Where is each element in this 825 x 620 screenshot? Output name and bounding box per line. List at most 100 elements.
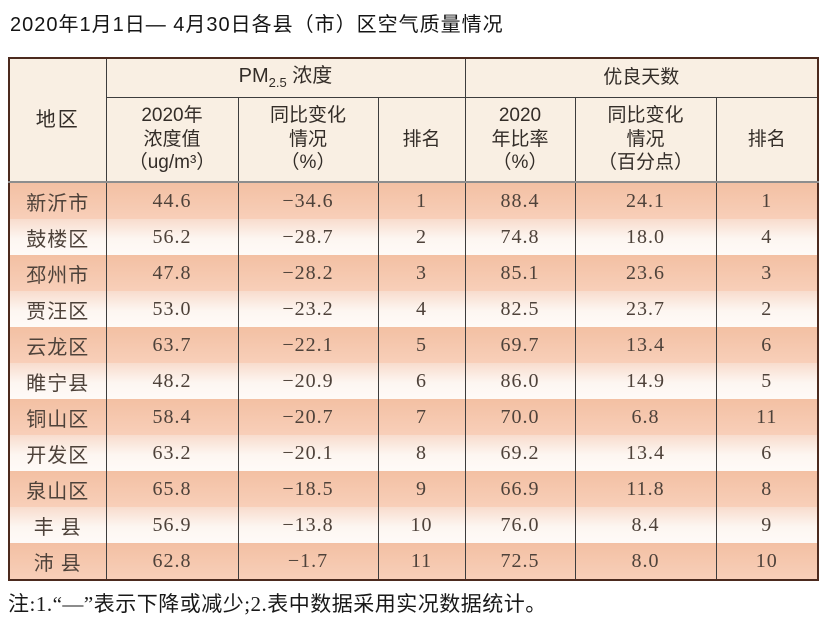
table-row: 新沂市 44.6 −34.6 1 88.4 24.1 1 <box>9 182 818 219</box>
cell-good-days-change: 23.7 <box>574 291 716 327</box>
table-row: 邳州市 47.8 −28.2 3 85.1 23.6 3 <box>9 255 818 291</box>
footnote: 注:1.“—”表示下降或减少;2.表中数据采用实况数据统计。 <box>8 592 547 616</box>
cell-good-days-rank: 6 <box>715 327 818 363</box>
cell-good-days-change: 13.4 <box>574 435 716 471</box>
table-body: 新沂市 44.6 −34.6 1 88.4 24.1 1 鼓楼区 56.2 −2… <box>9 182 818 580</box>
cell-pm25-change: −20.7 <box>237 399 378 435</box>
header-pm25-value: 2020年 浓度值 （ug/m³） <box>105 97 238 183</box>
cell-good-days-change: 14.9 <box>574 363 716 399</box>
cell-pm25-change: −34.6 <box>237 182 378 219</box>
cell-pm25-change: −20.1 <box>237 435 378 471</box>
cell-good-days-rank: 3 <box>715 255 818 291</box>
header-good-days-change: 同比变化 情况 （百分点） <box>574 97 716 183</box>
cell-pm25-change: −23.2 <box>237 291 378 327</box>
cell-good-days-ratio: 72.5 <box>464 543 575 580</box>
table-row: 鼓楼区 56.2 −28.7 2 74.8 18.0 4 <box>9 219 818 255</box>
cell-good-days-rank: 4 <box>715 219 818 255</box>
cell-region: 邳州市 <box>9 255 106 291</box>
cell-pm25-rank: 3 <box>377 255 465 291</box>
cell-pm25-change: −20.9 <box>237 363 378 399</box>
cell-good-days-rank: 5 <box>715 363 818 399</box>
cell-pm25-rank: 9 <box>377 471 465 507</box>
cell-region: 贾汪区 <box>9 291 106 327</box>
cell-pm25-value: 63.7 <box>105 327 238 363</box>
cell-pm25-rank: 6 <box>377 363 465 399</box>
cell-good-days-rank: 11 <box>715 399 818 435</box>
table-row: 云龙区 63.7 −22.1 5 69.7 13.4 6 <box>9 327 818 363</box>
cell-pm25-change: −28.2 <box>237 255 378 291</box>
cell-region: 睢宁县 <box>9 363 106 399</box>
header-group-good-days: 优良天数 <box>464 58 818 98</box>
cell-good-days-ratio: 74.8 <box>464 219 575 255</box>
cell-region: 新沂市 <box>9 182 106 219</box>
cell-good-days-ratio: 86.0 <box>464 363 575 399</box>
table-row: 睢宁县 48.2 −20.9 6 86.0 14.9 5 <box>9 363 818 399</box>
cell-region: 铜山区 <box>9 399 106 435</box>
cell-pm25-change: −18.5 <box>237 471 378 507</box>
cell-region: 沛 县 <box>9 543 106 580</box>
cell-good-days-ratio: 88.4 <box>464 182 575 219</box>
cell-region: 云龙区 <box>9 327 106 363</box>
cell-pm25-rank: 1 <box>377 182 465 219</box>
cell-pm25-value: 47.8 <box>105 255 238 291</box>
cell-good-days-change: 18.0 <box>574 219 716 255</box>
table-row: 丰 县 56.9 −13.8 10 76.0 8.4 9 <box>9 507 818 543</box>
cell-pm25-value: 56.2 <box>105 219 238 255</box>
header-good-days-rank: 排名 <box>715 97 818 183</box>
header-group-pm25: PM2.5 浓度 <box>105 58 465 98</box>
cell-pm25-value: 56.9 <box>105 507 238 543</box>
cell-pm25-change: −28.7 <box>237 219 378 255</box>
cell-pm25-rank: 7 <box>377 399 465 435</box>
cell-region: 泉山区 <box>9 471 106 507</box>
cell-pm25-rank: 11 <box>377 543 465 580</box>
table-row: 沛 县 62.8 −1.7 11 72.5 8.0 10 <box>9 543 818 580</box>
cell-good-days-change: 8.0 <box>574 543 716 580</box>
cell-good-days-rank: 2 <box>715 291 818 327</box>
air-quality-table: 地区 PM2.5 浓度 优良天数 2020年 浓度值 （ug/m³） 同比变化 … <box>8 57 819 581</box>
cell-good-days-change: 6.8 <box>574 399 716 435</box>
cell-good-days-ratio: 69.2 <box>464 435 575 471</box>
cell-pm25-rank: 8 <box>377 435 465 471</box>
cell-good-days-rank: 9 <box>715 507 818 543</box>
cell-pm25-value: 58.4 <box>105 399 238 435</box>
cell-pm25-value: 63.2 <box>105 435 238 471</box>
cell-good-days-rank: 10 <box>715 543 818 580</box>
cell-pm25-value: 62.8 <box>105 543 238 580</box>
cell-pm25-value: 53.0 <box>105 291 238 327</box>
cell-pm25-value: 44.6 <box>105 182 238 219</box>
table-row: 泉山区 65.8 −18.5 9 66.9 11.8 8 <box>9 471 818 507</box>
cell-good-days-ratio: 70.0 <box>464 399 575 435</box>
cell-pm25-rank: 10 <box>377 507 465 543</box>
cell-pm25-change: −13.8 <box>237 507 378 543</box>
table-header: 地区 PM2.5 浓度 优良天数 2020年 浓度值 （ug/m³） 同比变化 … <box>9 58 818 183</box>
cell-good-days-change: 11.8 <box>574 471 716 507</box>
cell-pm25-value: 48.2 <box>105 363 238 399</box>
table-row: 贾汪区 53.0 −23.2 4 82.5 23.7 2 <box>9 291 818 327</box>
cell-good-days-change: 24.1 <box>574 182 716 219</box>
cell-good-days-ratio: 85.1 <box>464 255 575 291</box>
cell-pm25-rank: 4 <box>377 291 465 327</box>
header-good-days-ratio: 2020 年比率 （%） <box>464 97 575 183</box>
cell-good-days-rank: 6 <box>715 435 818 471</box>
pm25-label-subscript: 2.5 <box>268 75 287 91</box>
table-row: 开发区 63.2 −20.1 8 69.2 13.4 6 <box>9 435 818 471</box>
cell-pm25-change: −22.1 <box>237 327 378 363</box>
cell-pm25-change: −1.7 <box>237 543 378 580</box>
cell-pm25-value: 65.8 <box>105 471 238 507</box>
cell-good-days-ratio: 76.0 <box>464 507 575 543</box>
cell-good-days-ratio: 66.9 <box>464 471 575 507</box>
cell-good-days-rank: 8 <box>715 471 818 507</box>
cell-region: 鼓楼区 <box>9 219 106 255</box>
cell-good-days-change: 8.4 <box>574 507 716 543</box>
cell-good-days-rank: 1 <box>715 182 818 219</box>
table-row: 铜山区 58.4 −20.7 7 70.0 6.8 11 <box>9 399 818 435</box>
cell-pm25-rank: 2 <box>377 219 465 255</box>
header-pm25-change: 同比变化 情况 （%） <box>237 97 378 183</box>
header-pm25-rank: 排名 <box>377 97 465 183</box>
cell-good-days-change: 13.4 <box>574 327 716 363</box>
header-region: 地区 <box>9 58 106 183</box>
cell-pm25-rank: 5 <box>377 327 465 363</box>
cell-region: 丰 县 <box>9 507 106 543</box>
cell-good-days-ratio: 82.5 <box>464 291 575 327</box>
pm25-label-prefix: PM <box>238 65 269 88</box>
